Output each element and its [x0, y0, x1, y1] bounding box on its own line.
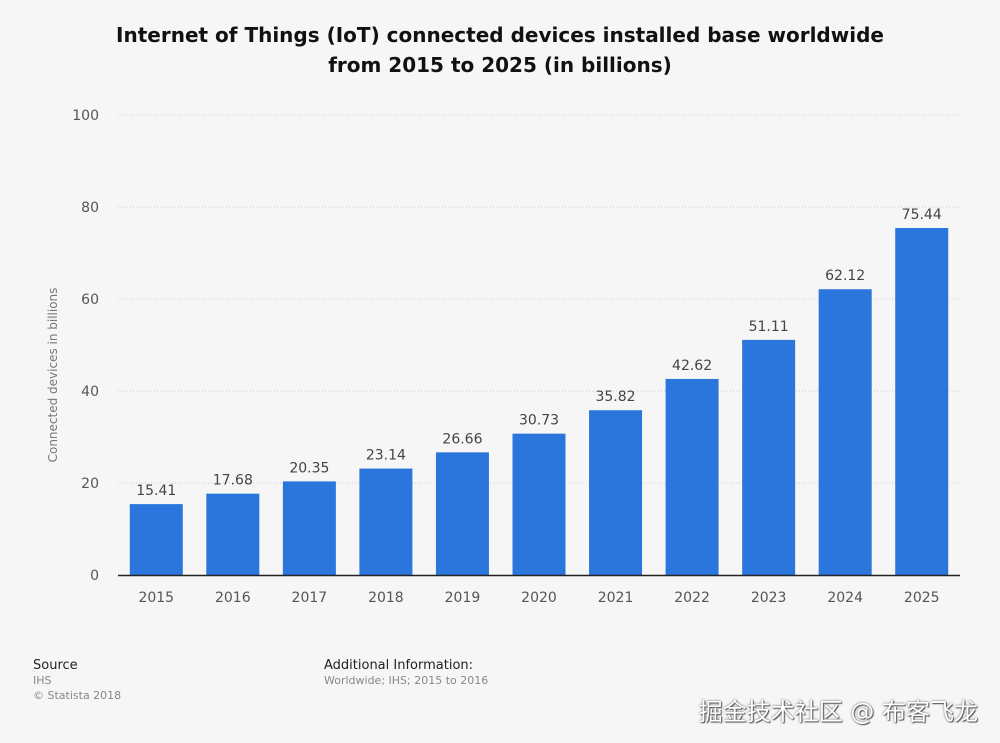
x-tick-label: 2024 [827, 590, 863, 606]
chart-title: Internet of Things (IoT) connected devic… [0, 20, 1000, 80]
x-tick-label: 2017 [292, 590, 328, 606]
chart-title-line-1: Internet of Things (IoT) connected devic… [116, 23, 884, 47]
data-label: 17.68 [213, 473, 253, 489]
x-tick-label: 2022 [674, 590, 710, 606]
additional-info-value: Worldwide; IHS; 2015 to 2016 [324, 674, 489, 687]
chart-title-line-2: from 2015 to 2025 (in billions) [328, 53, 672, 77]
bar-2025 [895, 227, 949, 575]
data-label: 30.73 [519, 413, 559, 429]
source-label: Source [33, 658, 78, 673]
y-tick-label: 20 [81, 476, 99, 492]
bar-2016 [206, 493, 260, 575]
data-label: 35.82 [595, 389, 635, 405]
data-label: 26.66 [442, 431, 482, 447]
bar-2015 [129, 504, 183, 575]
data-label: 62.12 [825, 268, 865, 284]
watermark: 掘金技术社区 @ 布客飞龙 [698, 698, 978, 726]
y-tick-label: 60 [81, 292, 99, 308]
x-tick-label: 2019 [445, 590, 481, 606]
x-tick-label: 2018 [368, 590, 404, 606]
y-tick-label: 40 [81, 384, 99, 400]
x-tick-label: 2015 [138, 590, 174, 606]
source-value: IHS [33, 674, 52, 687]
x-tick-label: 2025 [904, 590, 940, 606]
x-tick-label: 2023 [751, 590, 787, 606]
data-label: 51.11 [749, 319, 789, 335]
data-label: 75.44 [902, 207, 942, 223]
bar-2017 [282, 481, 336, 575]
bar-2024 [818, 289, 872, 575]
additional-info-label: Additional Information: [324, 658, 474, 673]
bar-2018 [359, 468, 413, 575]
bar-2019 [435, 452, 489, 575]
source-block: Source IHS © Statista 2018 [33, 658, 121, 703]
y-tick-label: 0 [90, 568, 99, 584]
bar-2022 [665, 378, 719, 575]
x-tick-label: 2016 [215, 590, 251, 606]
y-axis-label: Connected devices in billions [46, 288, 60, 463]
x-tick-label: 2021 [598, 590, 634, 606]
data-label: 42.62 [672, 358, 712, 374]
bar-2023 [742, 339, 796, 575]
y-tick-label: 100 [72, 108, 99, 124]
data-label: 15.41 [136, 483, 176, 499]
y-tick-label: 80 [81, 200, 99, 216]
data-label: 23.14 [366, 448, 406, 464]
x-tick-label: 2020 [521, 590, 557, 606]
bar-2020 [512, 433, 566, 575]
bar-chart: 0 20 40 60 80 100 Connected devices in billion… [46, 108, 960, 606]
data-label: 20.35 [289, 460, 329, 476]
copyright: © Statista 2018 [33, 689, 122, 702]
additional-info-block: Additional Information: Worldwide; IHS; … [324, 658, 488, 688]
bar-2021 [589, 410, 643, 575]
